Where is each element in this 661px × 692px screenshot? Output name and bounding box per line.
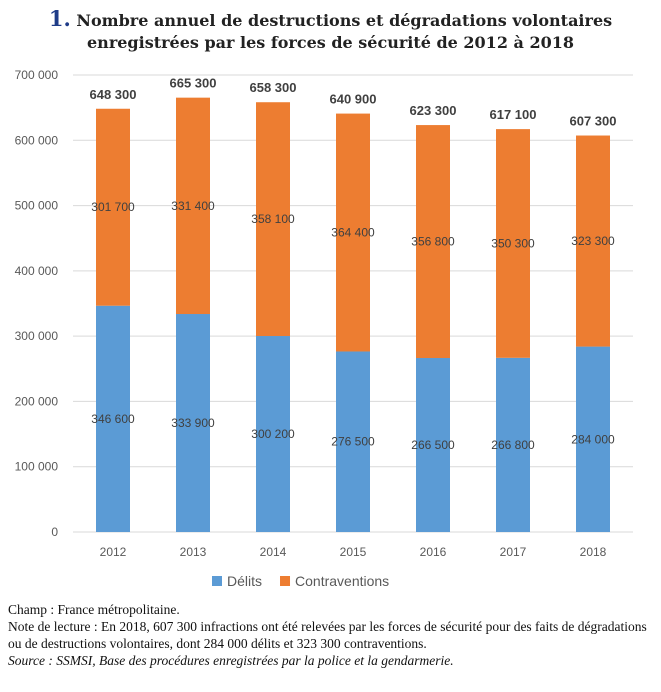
bar-contraventions [496, 129, 530, 358]
title-number: 1. [48, 6, 71, 31]
legend-swatch [280, 576, 291, 586]
note-champ: Champ : France métropolitaine. [8, 602, 180, 617]
x-tick-label: 2013 [180, 545, 207, 559]
data-label: 300 200 [251, 427, 295, 441]
bar-contraventions [176, 97, 210, 315]
bar-contraventions [256, 102, 290, 337]
total-label: 617 100 [490, 107, 537, 122]
note-source: Source : SSMSI, Base des procédures enre… [8, 653, 454, 668]
footnotes: Champ : France métropolitaine. Note de l… [8, 601, 658, 669]
total-label: 640 900 [330, 92, 377, 107]
legend-swatch [212, 576, 222, 586]
y-tick-label: 100 000 [15, 460, 59, 474]
title-line-2: enregistrées par les forces de sécurité … [87, 33, 574, 52]
title-line-1: Nombre annuel de destructions et dégrada… [76, 11, 613, 30]
data-label: 356 800 [411, 235, 455, 249]
total-label: 607 300 [570, 114, 617, 129]
bar-délits [576, 346, 610, 532]
data-label: 358 100 [251, 212, 295, 226]
bar-contraventions [96, 108, 130, 306]
bar-délits [336, 351, 370, 532]
y-tick-label: 300 000 [15, 329, 59, 343]
legend-label: Délits [227, 573, 262, 589]
y-tick-label: 700 000 [15, 68, 59, 82]
x-tick-label: 2017 [500, 545, 527, 559]
stacked-bar-chart: 0 100 000 200 000 300 000 400 000 500 000 600 … [15, 68, 633, 589]
data-label: 333 900 [171, 416, 215, 430]
y-tick-label: 0 [51, 525, 58, 539]
data-label: 301 700 [91, 200, 135, 214]
note-lecture: Note de lecture : En 2018, 607 300 infra… [8, 619, 647, 651]
x-tick-label: 2015 [340, 545, 367, 559]
bar-contraventions [336, 113, 370, 352]
legend-label: Contraventions [295, 573, 389, 589]
y-tick-label: 200 000 [15, 394, 59, 408]
bar-délits [416, 358, 450, 532]
data-label: 266 800 [491, 438, 535, 452]
bar-délits [96, 305, 130, 532]
data-label: 284 000 [571, 432, 615, 446]
data-label: 331 400 [171, 199, 215, 213]
bar-contraventions [576, 135, 610, 347]
data-label: 346 600 [91, 412, 135, 426]
bar-délits [496, 357, 530, 532]
total-label: 648 300 [90, 87, 137, 102]
bar-délits [176, 314, 210, 532]
total-label: 623 300 [410, 103, 457, 118]
chart-title: 1. Nombre annuel de destructions et dégr… [0, 8, 661, 54]
y-tick-label: 400 000 [15, 264, 59, 278]
bar-contraventions [416, 125, 450, 359]
data-label: 350 300 [491, 236, 535, 250]
data-label: 266 500 [411, 438, 455, 452]
x-tick-label: 2014 [260, 545, 287, 559]
y-tick-label: 500 000 [15, 199, 59, 213]
total-label: 665 300 [170, 76, 217, 91]
total-label: 658 300 [250, 80, 297, 95]
x-tick-label: 2012 [100, 545, 127, 559]
data-label: 276 500 [331, 435, 375, 449]
x-tick-label: 2018 [580, 545, 607, 559]
x-tick-label: 2016 [420, 545, 447, 559]
data-label: 323 300 [571, 234, 615, 248]
bar-délits [256, 336, 290, 532]
y-tick-label: 600 000 [15, 133, 59, 147]
data-label: 364 400 [331, 226, 375, 240]
